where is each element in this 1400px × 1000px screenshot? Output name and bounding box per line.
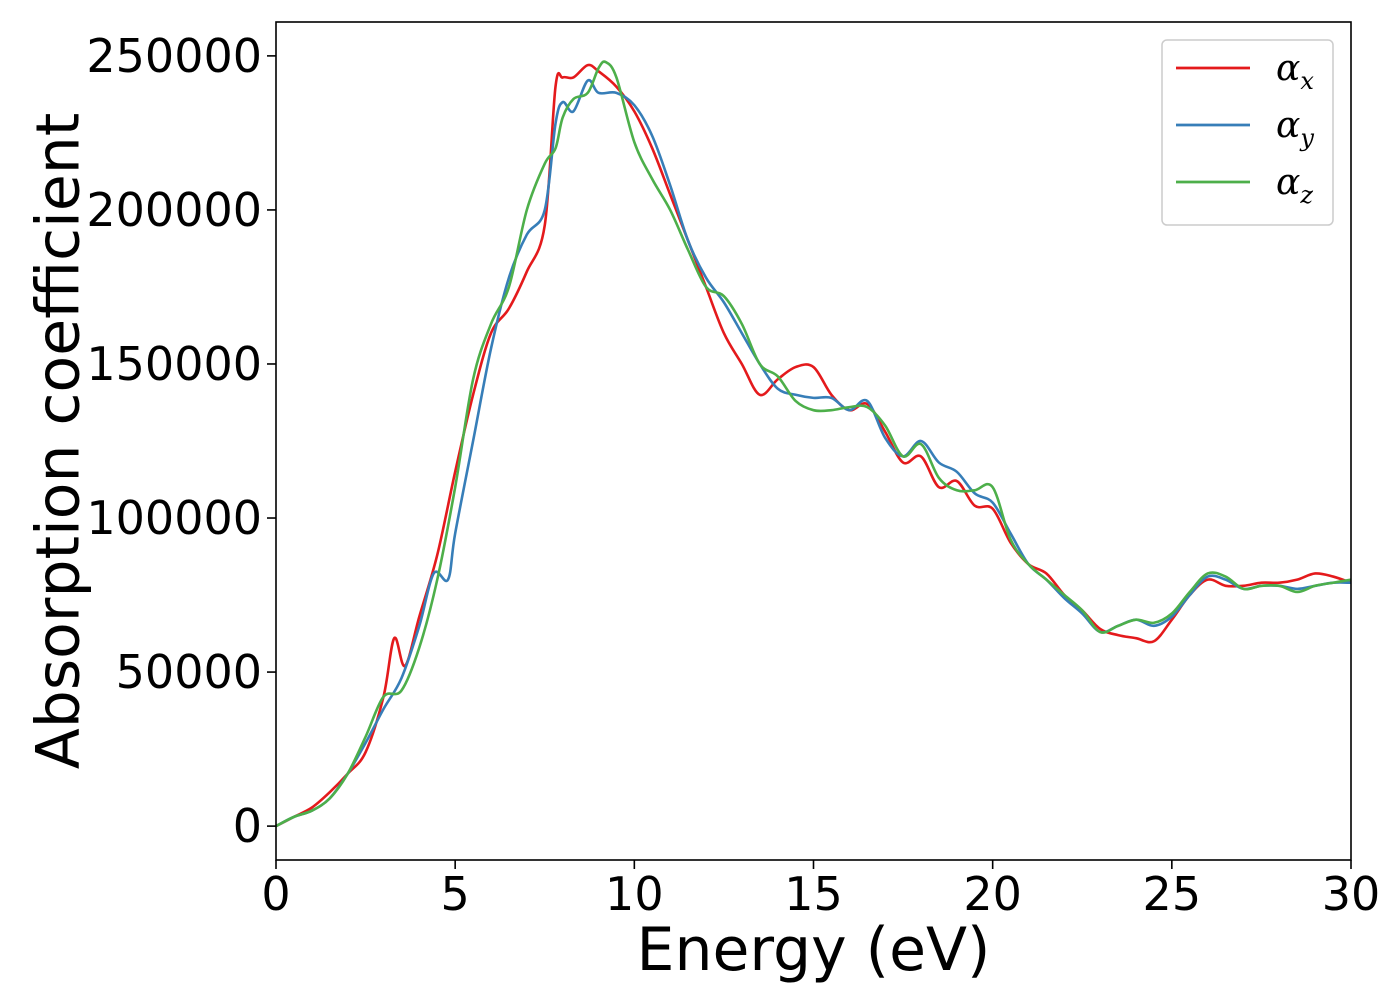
x-tick-label: 25 <box>1143 867 1202 921</box>
series-line-x <box>276 63 1351 828</box>
x-tick-label: 30 <box>1322 867 1381 921</box>
x-tick-label: 10 <box>605 867 664 921</box>
y-tick-label: 200000 <box>86 183 262 237</box>
series-line-z <box>276 60 1351 828</box>
y-tick-label: 100000 <box>86 491 262 545</box>
x-tick-label: 15 <box>784 867 843 921</box>
x-tick-label: 5 <box>441 867 470 921</box>
y-tick-label: 150000 <box>86 337 262 391</box>
series-line-y <box>276 78 1351 828</box>
x-tick-label: 20 <box>963 867 1022 921</box>
y-axis-ticks: 0 50000 100000 150000 200000 250000 <box>86 29 276 853</box>
y-tick-label: 250000 <box>86 29 262 83</box>
legend: αx αy αz <box>1161 39 1334 226</box>
x-axis-label: Energy (eV) <box>637 915 991 985</box>
x-tick-label: 0 <box>261 867 290 921</box>
x-axis-ticks: 0 5 10 15 20 25 30 <box>261 860 1380 921</box>
legend-label-z: αz <box>1276 162 1313 209</box>
legend-label-y: αy <box>1276 105 1314 152</box>
y-tick-label: 50000 <box>116 645 262 699</box>
y-axis-label: Absorption coefficient <box>24 113 94 770</box>
y-tick-label: 0 <box>233 799 262 853</box>
legend-label-x: αx <box>1276 48 1314 95</box>
series-layer <box>276 60 1351 828</box>
legend-box <box>1161 39 1334 226</box>
